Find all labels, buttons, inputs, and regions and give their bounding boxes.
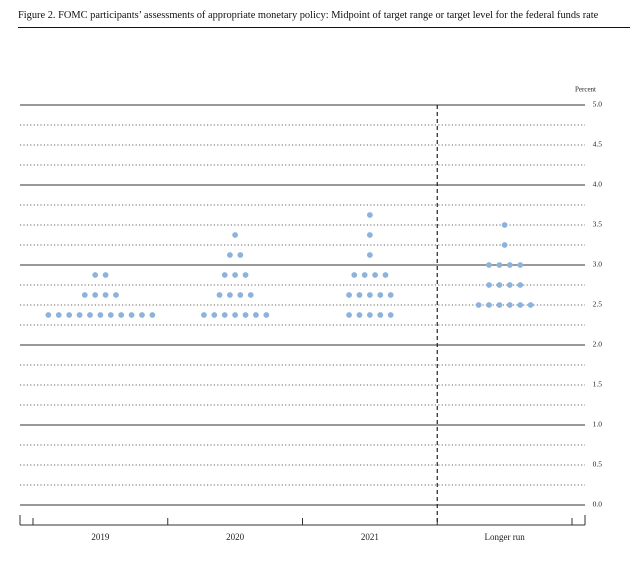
- dot: [501, 222, 508, 228]
- dot: [118, 312, 125, 318]
- dot: [387, 312, 394, 318]
- dot: [221, 272, 228, 278]
- dot: [372, 272, 378, 278]
- dot: [382, 272, 389, 278]
- y-tick-label: 0.0: [593, 500, 603, 509]
- dot: [227, 292, 233, 298]
- dot: [366, 292, 373, 298]
- dot: [232, 272, 239, 278]
- dot: [517, 262, 524, 268]
- dot: [242, 272, 249, 278]
- dot: [496, 282, 503, 288]
- dot: [232, 312, 239, 318]
- chart-title: Figure 2. FOMC participants’ assessments…: [18, 8, 630, 28]
- dot: [92, 272, 99, 278]
- y-tick-label: 3.5: [593, 220, 603, 229]
- y-unit: Percent: [575, 86, 596, 94]
- dot: [263, 312, 270, 318]
- dot: [216, 292, 223, 298]
- dot: [107, 312, 114, 318]
- dot: [496, 302, 503, 308]
- dot: [242, 312, 249, 318]
- y-tick-label: 0.5: [593, 460, 603, 469]
- dot: [66, 312, 73, 318]
- dot: [237, 292, 244, 298]
- dot: [87, 312, 93, 318]
- dot: [366, 232, 373, 238]
- dot: [97, 312, 104, 318]
- dot: [486, 282, 492, 288]
- dot: [486, 302, 492, 308]
- dot: [92, 292, 99, 298]
- dot: [387, 292, 394, 298]
- dot: [366, 312, 373, 318]
- dot: [361, 272, 368, 278]
- dot: [113, 292, 119, 298]
- dot: [517, 282, 524, 288]
- dot: [201, 312, 207, 318]
- dot: [496, 262, 503, 268]
- dot: [253, 312, 259, 318]
- dot: [221, 312, 228, 318]
- dot: [76, 312, 83, 318]
- dot: [527, 302, 534, 308]
- y-tick-label: 2.5: [593, 300, 603, 309]
- x-tick-label: Longer run: [485, 532, 526, 542]
- dot: [506, 282, 513, 288]
- y-tick-label: 4.0: [593, 180, 603, 189]
- dot: [377, 292, 384, 298]
- dot: [351, 272, 358, 278]
- y-tick-label: 4.5: [593, 140, 603, 149]
- dot: [517, 302, 524, 308]
- dot: [45, 312, 52, 318]
- dot: [475, 302, 482, 308]
- x-tick-label: 2021: [361, 532, 379, 542]
- y-tick-label: 2.0: [593, 340, 603, 349]
- y-tick-label: 1.0: [593, 420, 603, 429]
- dot: [232, 232, 239, 238]
- dot: [149, 312, 156, 318]
- y-tick-label: 5.0: [593, 100, 603, 109]
- dot: [139, 312, 145, 318]
- y-tick-label: 3.0: [593, 260, 603, 269]
- dot: [55, 312, 62, 318]
- x-tick-label: 2020: [226, 532, 245, 542]
- dot: [366, 212, 373, 218]
- dot: [506, 262, 513, 268]
- dot: [81, 292, 88, 298]
- dot: [346, 312, 352, 318]
- dot: [128, 312, 135, 318]
- dot: [247, 292, 254, 298]
- dot: [227, 252, 233, 258]
- dot: [356, 292, 363, 298]
- dot: [102, 272, 109, 278]
- dot: [486, 262, 492, 268]
- x-tick-label: 2019: [91, 532, 110, 542]
- dot: [506, 302, 513, 308]
- dot: [102, 292, 109, 298]
- dot: [366, 252, 373, 258]
- dot: [237, 252, 244, 258]
- dot: [211, 312, 218, 318]
- dot: [356, 312, 363, 318]
- y-tick-label: 1.5: [593, 380, 603, 389]
- dot: [377, 312, 384, 318]
- dot: [346, 292, 352, 298]
- dot: [501, 242, 508, 248]
